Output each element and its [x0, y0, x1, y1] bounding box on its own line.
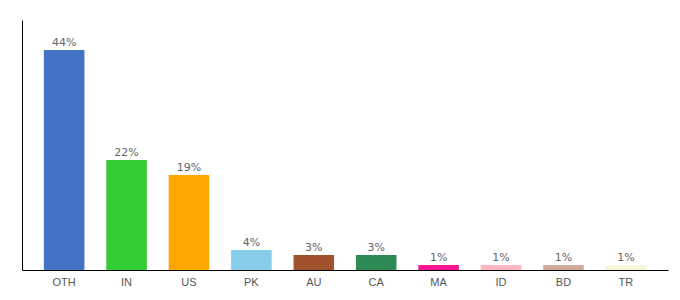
x-tick: MA	[430, 276, 447, 288]
x-tick-label: PK	[244, 276, 259, 288]
x-tick: US	[181, 276, 196, 288]
bar	[169, 175, 210, 270]
x-tick-label: OTH	[53, 276, 76, 288]
x-tick: PK	[244, 276, 259, 288]
y-axis-line	[22, 21, 23, 271]
x-tick-label: AU	[306, 276, 321, 288]
x-tick-label: US	[181, 276, 196, 288]
data-label: 19%	[177, 161, 201, 174]
x-tick-label: TR	[619, 276, 634, 288]
bar	[481, 265, 522, 270]
data-label: 1%	[430, 251, 447, 264]
bar	[356, 255, 397, 270]
data-label: 3%	[367, 241, 384, 254]
data-label: 44%	[52, 36, 76, 49]
data-label: 22%	[114, 146, 138, 159]
x-tick: BD	[556, 276, 571, 288]
bar	[106, 160, 147, 270]
bar	[44, 50, 85, 270]
bar	[606, 265, 647, 270]
data-label: 3%	[305, 241, 322, 254]
plot: OTH IN US PK AU CA MA ID BD TR 44% 22% 19% 4% 3% 3% 1% 1%…	[23, 21, 669, 288]
x-tick: ID	[496, 276, 507, 288]
chart-svg: OTH IN US PK AU CA MA ID BD TR 44% 22% 19% 4% 3% 3% 1% 1%…	[0, 0, 680, 300]
x-axis-line	[23, 270, 669, 271]
data-label: 1%	[492, 251, 509, 264]
data-label: 1%	[555, 251, 572, 264]
y-axis	[22, 21, 23, 271]
x-tick: AU	[306, 276, 321, 288]
data-label: 1%	[617, 251, 634, 264]
bar	[294, 255, 335, 270]
x-axis: OTH IN US PK AU CA MA ID BD TR	[23, 271, 669, 288]
data-label: 4%	[243, 236, 260, 249]
x-tick: OTH	[53, 276, 76, 288]
bars	[44, 50, 646, 270]
x-tick-label: ID	[496, 276, 507, 288]
data-labels: 44% 22% 19% 4% 3% 3% 1% 1% 1% 1%	[52, 36, 635, 264]
bar	[231, 250, 272, 270]
x-tick: IN	[121, 276, 132, 288]
x-tick-label: IN	[121, 276, 132, 288]
x-tick: TR	[619, 276, 634, 288]
x-tick-label: CA	[369, 276, 385, 288]
bar	[418, 265, 459, 270]
bar	[543, 265, 584, 270]
x-tick-label: BD	[556, 276, 571, 288]
x-tick: CA	[369, 276, 385, 288]
x-tick-label: MA	[430, 276, 447, 288]
